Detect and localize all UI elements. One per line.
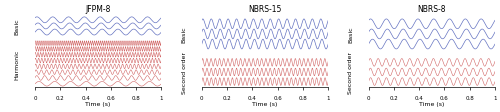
Text: Basic: Basic [348,26,354,43]
Title: NBRS-8: NBRS-8 [418,5,446,14]
Text: Basic: Basic [182,26,186,43]
Text: Second order: Second order [182,52,186,93]
Text: Basic: Basic [15,18,20,35]
X-axis label: Time (s): Time (s) [419,101,444,106]
Title: NBRS-15: NBRS-15 [248,5,282,14]
X-axis label: Time (s): Time (s) [86,101,111,106]
X-axis label: Time (s): Time (s) [252,101,278,106]
Text: Harmonic: Harmonic [15,49,20,79]
Title: JFPM-8: JFPM-8 [86,5,111,14]
Text: Second order: Second order [348,52,354,93]
